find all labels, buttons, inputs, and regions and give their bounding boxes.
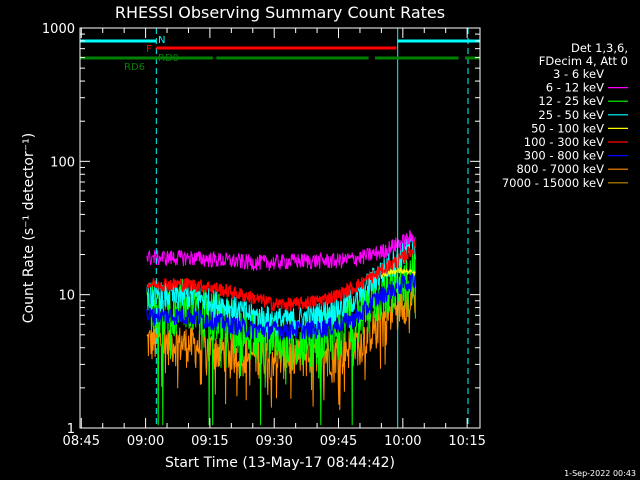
legend-entry-label: 25 - 50 keV: [538, 108, 604, 122]
x-tick-label: 09:30: [255, 434, 292, 449]
x-tick-label: 09:00: [127, 434, 164, 449]
flag-label-rd0: RD0: [158, 53, 179, 64]
flag-label-rd6: RD6: [124, 62, 145, 73]
y-tick-label: 1000: [42, 22, 75, 37]
y-axis: 1 10 100 1000: [42, 22, 480, 437]
flag-label-n: N: [158, 35, 165, 46]
legend-entry-label: 300 - 800 keV: [524, 149, 604, 163]
series-line-4: [380, 267, 416, 280]
plot-frame: [79, 27, 481, 429]
series-line-6: [146, 271, 417, 340]
legend-entry-label: 800 - 7000 keV: [516, 162, 604, 176]
flag-label-f: F: [146, 44, 152, 55]
x-axis-label: Start Time (13-May-17 08:44:42): [165, 455, 395, 471]
legend-entry-label: 3 - 6 keV: [553, 67, 604, 81]
y-tick-label: 100: [50, 155, 75, 170]
legend-header-line: Det 1,3,6,: [571, 41, 628, 55]
x-tick-label: 09:45: [320, 434, 357, 449]
y-tick-label: 1: [67, 422, 75, 437]
x-tick-label: 09:15: [191, 434, 228, 449]
legend-entry-label: 12 - 25 keV: [538, 94, 604, 108]
y-tick-label: 10: [58, 289, 75, 304]
plot-area: NF RD0 RD6: [79, 28, 480, 428]
x-tick-label: 08:45: [63, 434, 100, 449]
legend-entry-label: 6 - 12 keV: [546, 81, 604, 95]
y-axis-label: Count Rate (s⁻¹ detector⁻¹): [21, 133, 37, 323]
legend-entry-label: 7000 - 15000 keV: [502, 176, 604, 190]
footer-timestamp: 1-Sep-2022 00:43: [564, 469, 636, 478]
x-tick-label: 10:00: [384, 434, 421, 449]
x-axis: 08:45 09:00 09:15 09:30 09:45 10:00 10:15: [63, 28, 486, 449]
series-line-1: [146, 229, 416, 272]
legend-header-line: FDecim 4, Att 0: [539, 54, 628, 68]
legend-entry-label: 50 - 100 keV: [531, 121, 604, 135]
series-line-5: [146, 240, 417, 312]
series-line-0: [146, 151, 417, 208]
chart-title: RHESSI Observing Summary Count Rates: [115, 3, 445, 22]
x-tick-label: 10:15: [448, 434, 485, 449]
legend-entry-label: 100 - 300 keV: [524, 135, 604, 149]
